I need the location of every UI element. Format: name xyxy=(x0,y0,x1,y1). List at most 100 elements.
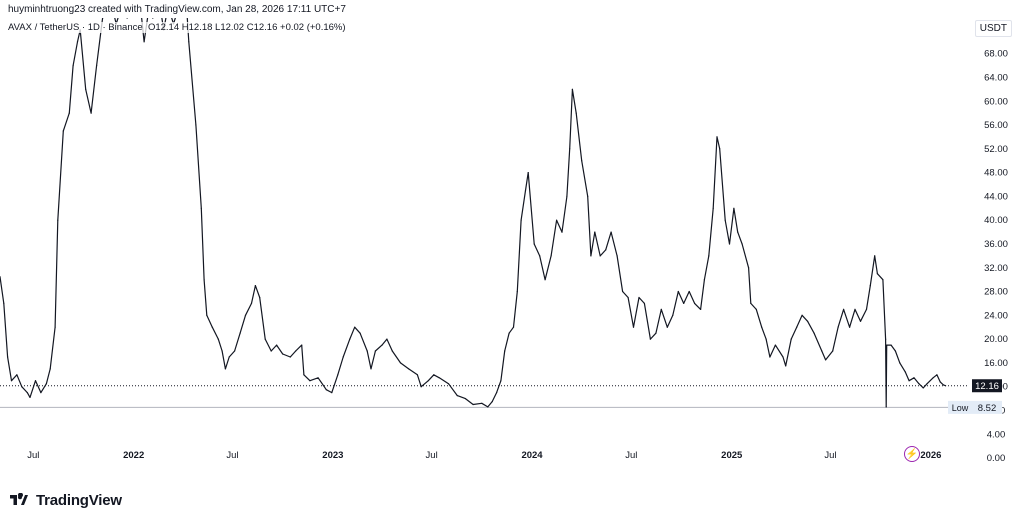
price-point xyxy=(152,18,154,19)
price-point xyxy=(264,338,266,340)
price-point xyxy=(527,172,529,174)
price-point xyxy=(102,18,104,19)
price-point xyxy=(195,124,197,126)
price-point xyxy=(96,65,98,67)
y-tick-label: 24.00 xyxy=(984,310,1008,321)
price-point xyxy=(433,374,435,376)
y-tick-label: 0.00 xyxy=(987,453,1006,464)
chart-area[interactable]: 0.004.008.0012.0016.0020.0024.0028.0032.… xyxy=(0,18,1024,464)
price-point xyxy=(276,344,278,346)
price-point xyxy=(765,338,767,340)
price-point xyxy=(865,308,868,310)
price-point xyxy=(821,350,823,352)
price-point xyxy=(843,308,845,310)
price-point xyxy=(716,136,718,138)
price-point xyxy=(700,308,702,310)
price-point xyxy=(62,130,64,132)
x-tick-label: 2023 xyxy=(322,450,343,461)
price-point xyxy=(487,406,489,408)
price-point xyxy=(885,338,887,340)
price-point xyxy=(416,374,418,376)
price-point xyxy=(381,344,383,346)
price-point xyxy=(807,320,809,322)
price-point xyxy=(733,207,735,209)
bolt-icon[interactable]: ⚡ xyxy=(904,446,920,462)
price-point xyxy=(655,332,657,334)
price-point xyxy=(581,160,583,162)
tradingview-logo[interactable]: TradingView xyxy=(8,490,122,510)
price-point xyxy=(217,338,219,340)
low-value-tag xyxy=(972,400,1002,414)
y-tick-label: 4.00 xyxy=(987,429,1006,440)
price-point xyxy=(724,219,726,221)
price-point xyxy=(605,249,607,251)
price-point xyxy=(366,350,368,352)
price-point xyxy=(438,377,440,379)
price-point xyxy=(677,290,679,293)
price-point xyxy=(890,344,892,346)
price-point xyxy=(309,380,311,382)
price-point xyxy=(649,338,652,340)
price-point xyxy=(616,255,618,257)
price-point xyxy=(508,332,510,334)
tradingview-wordmark: TradingView xyxy=(36,491,122,509)
price-point xyxy=(719,148,721,150)
price-point xyxy=(26,392,28,394)
price-point xyxy=(755,308,757,310)
price-point xyxy=(301,344,303,346)
price-point xyxy=(303,374,305,376)
price-point xyxy=(813,332,815,334)
price-point xyxy=(342,356,344,358)
price-point xyxy=(16,374,18,376)
price-point xyxy=(325,389,327,391)
price-point xyxy=(908,380,910,382)
price-point xyxy=(599,255,601,257)
x-tick-label: Jul xyxy=(226,450,238,461)
price-point xyxy=(837,326,839,328)
price-point xyxy=(594,231,596,233)
legend-symbol[interactable]: AVAX / TetherUS · 1D · Binance xyxy=(8,22,143,33)
price-point xyxy=(337,374,339,376)
price-point xyxy=(885,406,887,408)
price-point xyxy=(688,290,690,293)
price-chart[interactable]: 0.004.008.0012.0016.0020.0024.0028.0032.… xyxy=(0,18,1024,464)
y-tick-label: 16.00 xyxy=(984,358,1008,369)
tradingview-mark-icon xyxy=(10,493,28,505)
price-point xyxy=(544,279,546,281)
x-tick-label: Jul xyxy=(824,450,836,461)
price-point xyxy=(500,380,502,382)
price-point xyxy=(49,368,51,370)
price-point xyxy=(894,350,897,352)
price-point xyxy=(29,396,31,398)
legend-high: H12.18 xyxy=(181,22,213,33)
price-point xyxy=(708,255,710,257)
price-point xyxy=(761,326,763,328)
price-point xyxy=(550,255,552,257)
price-point xyxy=(370,368,372,370)
price-point xyxy=(203,279,205,281)
price-point xyxy=(7,356,9,358)
currency-label[interactable]: USDT xyxy=(974,20,1012,37)
legend-change: +0.02 (+0.16%) xyxy=(280,22,346,33)
price-point xyxy=(782,356,784,358)
price-point xyxy=(712,207,714,209)
price-point xyxy=(282,353,284,355)
x-tick-label: 2022 xyxy=(123,450,144,461)
price-point xyxy=(270,350,272,352)
price-point xyxy=(627,296,629,299)
price-point xyxy=(349,338,351,340)
price-point xyxy=(143,41,145,43)
x-tick-label: Jul xyxy=(426,450,438,461)
price-point xyxy=(790,338,792,340)
price-point xyxy=(832,350,834,352)
low-value-label: 8.52 xyxy=(978,403,997,414)
price-point xyxy=(54,326,56,328)
price-point xyxy=(45,383,48,385)
price-point xyxy=(90,112,92,114)
y-tick-label: 48.00 xyxy=(984,168,1008,179)
price-point xyxy=(10,380,13,382)
price-point xyxy=(3,302,5,304)
price-point xyxy=(464,398,466,400)
price-point xyxy=(200,207,202,209)
price-point xyxy=(0,276,1,278)
